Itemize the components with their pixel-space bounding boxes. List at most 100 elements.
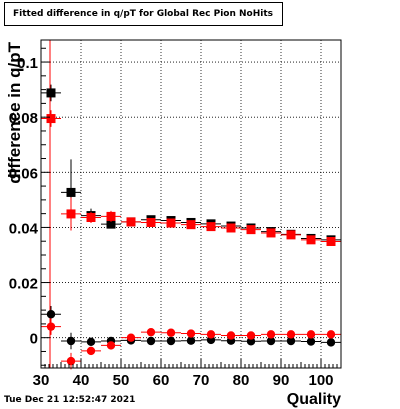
data-point [61, 197, 81, 231]
circle-marker [186, 329, 196, 338]
data-point [141, 336, 161, 346]
y-tick-label: 0 [30, 331, 38, 348]
data-point [301, 330, 321, 339]
circle-marker [166, 328, 176, 337]
y-axis-label: difference in q/pT [5, 41, 24, 183]
data-point [201, 330, 221, 339]
circle-marker [66, 336, 76, 346]
data-point [81, 211, 101, 224]
square-marker [46, 114, 56, 124]
y-tick-label: 0.1 [17, 55, 38, 72]
circle-marker [286, 336, 296, 346]
grid [40, 40, 341, 368]
square-marker [226, 223, 236, 233]
data-point [221, 223, 241, 233]
data-point [301, 235, 321, 245]
data-point [61, 332, 81, 350]
circle-marker [146, 336, 156, 346]
circle-marker [226, 331, 236, 340]
data-point [81, 346, 101, 356]
circle-marker [306, 337, 316, 346]
square-marker [66, 209, 76, 219]
x-tick-label: 30 [33, 372, 50, 389]
data-point [161, 328, 181, 337]
data-point [41, 110, 61, 127]
data-point [321, 330, 341, 339]
square-marker [306, 235, 316, 245]
circle-marker [326, 330, 336, 339]
data-point [41, 84, 61, 102]
data-point [161, 218, 181, 228]
data-point [161, 336, 181, 346]
circle-marker [306, 330, 316, 339]
data-point [181, 220, 201, 230]
circle-marker [246, 337, 256, 346]
data-point [81, 337, 101, 347]
y-tick-label: 0.04 [9, 220, 39, 237]
circle-marker [126, 333, 136, 342]
x-tick-label: 100 [308, 372, 333, 389]
x-tick-label: 70 [193, 372, 210, 389]
data-point [121, 217, 141, 227]
data-point [261, 330, 281, 339]
square-marker [126, 217, 136, 227]
square-marker [106, 219, 116, 229]
circle-marker [46, 310, 56, 319]
y-tick-label: 0.06 [9, 165, 38, 182]
data-point [241, 331, 261, 340]
data-point [281, 230, 301, 240]
circle-marker [186, 336, 196, 345]
square-marker [146, 217, 156, 227]
data-point [181, 336, 201, 345]
data-point [281, 330, 301, 339]
square-marker [206, 222, 216, 232]
square-marker [106, 211, 116, 221]
y-tick-label: 0.08 [9, 110, 38, 127]
data-point [321, 236, 341, 246]
square-marker [246, 225, 256, 235]
circle-marker [66, 356, 76, 366]
data-point [181, 329, 201, 338]
x-tick-label: 50 [113, 372, 130, 389]
x-tick-label: 40 [73, 372, 90, 389]
circle-marker [326, 338, 336, 347]
circle-marker [86, 337, 96, 347]
data-point [261, 336, 281, 346]
data-point [41, 318, 61, 335]
x-tick-label: 60 [153, 372, 170, 389]
square-marker [266, 228, 276, 238]
x-axis-label: Quality [287, 391, 341, 408]
circle-marker [106, 341, 116, 350]
data-point [101, 219, 121, 229]
data-point [141, 327, 161, 337]
data-point [141, 217, 161, 227]
data-point [261, 228, 281, 238]
data-point [101, 210, 121, 222]
square-marker [66, 187, 76, 197]
data-point [321, 338, 341, 347]
circle-marker [46, 322, 56, 331]
data-point [61, 352, 81, 370]
circle-marker [86, 346, 96, 356]
square-marker [326, 236, 336, 246]
x-tick-label: 90 [273, 372, 290, 389]
circle-marker [286, 330, 296, 339]
square-marker [46, 88, 56, 98]
plot-frame [40, 39, 342, 369]
data-point [241, 225, 261, 235]
square-marker [286, 230, 296, 240]
axes: 30 40 50 60 70 80 90 100 0 0.02 0.04 0.06 0.08 0.1 [9, 47, 338, 389]
timestamp: Tue Dec 21 12:52:47 2021 [4, 395, 136, 405]
data-point [101, 341, 121, 350]
data-point [241, 337, 261, 346]
circle-marker [166, 336, 176, 346]
circle-marker [266, 336, 276, 346]
square-marker [166, 218, 176, 228]
data-point [301, 337, 321, 346]
data-point [201, 222, 221, 232]
data-point [281, 336, 301, 346]
chart-title: Fitted difference in q/pT for Global Rec… [4, 2, 283, 26]
circle-marker [206, 330, 216, 339]
data-markers [41, 84, 341, 370]
